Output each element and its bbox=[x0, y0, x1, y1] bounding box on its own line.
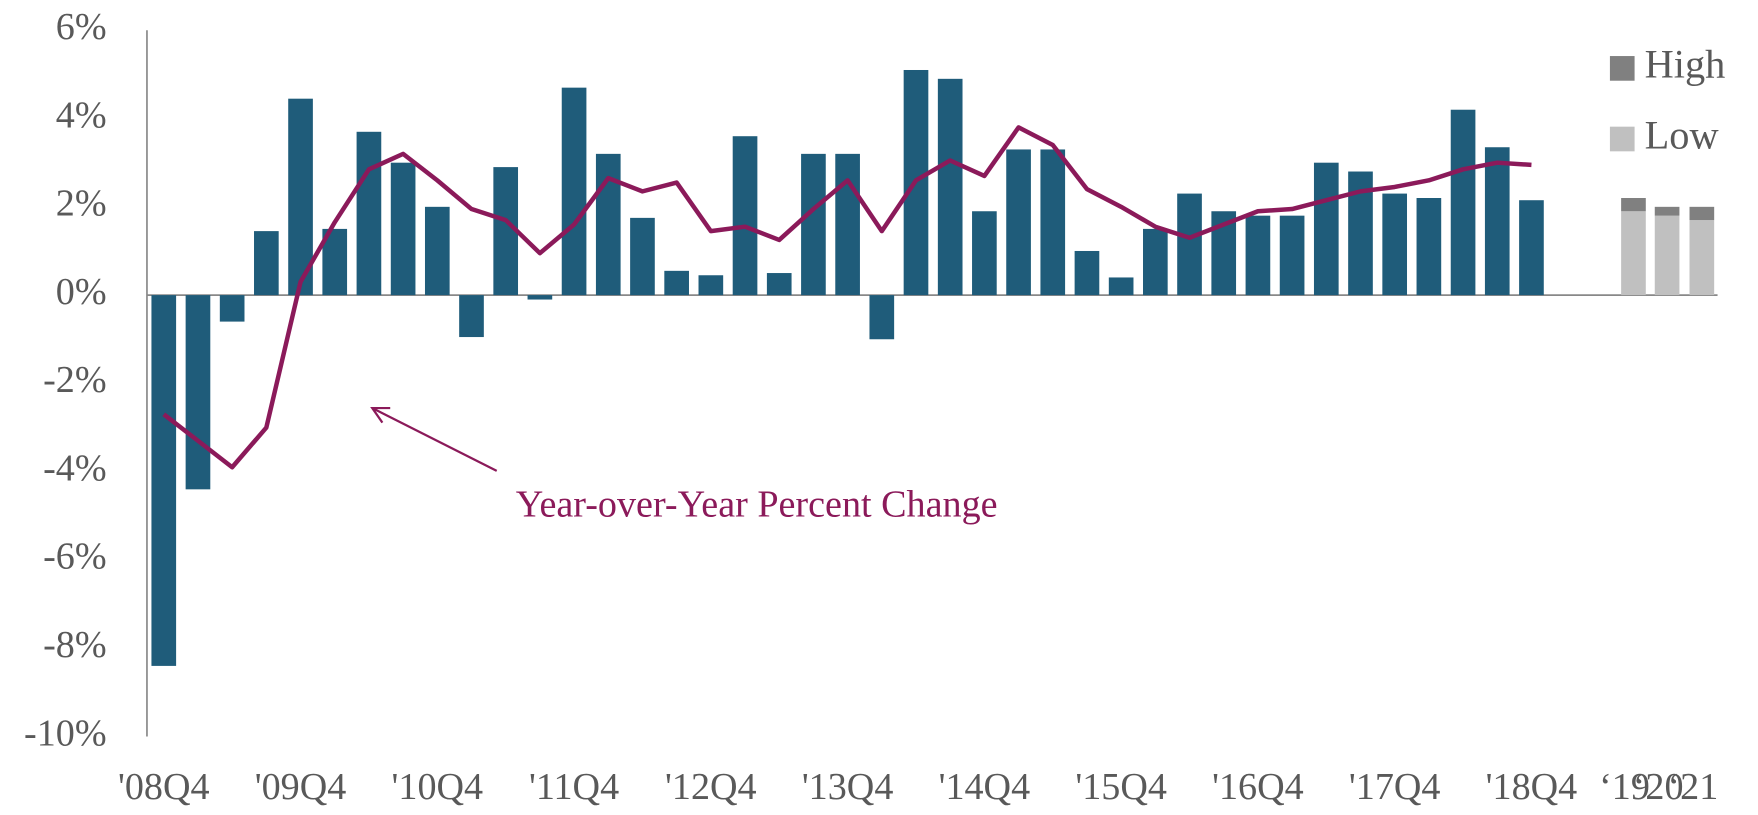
bar bbox=[937, 78, 963, 296]
bar bbox=[151, 295, 177, 666]
x-tick-label: '16Q4 bbox=[1212, 766, 1304, 808]
x-tick-label: '17Q4 bbox=[1349, 766, 1441, 808]
legend-label: Low bbox=[1645, 112, 1719, 157]
bar bbox=[288, 98, 313, 296]
bar bbox=[1006, 149, 1031, 296]
x-tick-label: '11Q4 bbox=[529, 766, 619, 808]
bar bbox=[1108, 277, 1134, 296]
bar bbox=[219, 295, 245, 322]
bar bbox=[595, 153, 621, 296]
x-tick-label: ‘20 bbox=[1633, 766, 1684, 808]
forecast-bar bbox=[1654, 206, 1680, 216]
bar bbox=[1040, 149, 1066, 296]
x-tick-label: '14Q4 bbox=[939, 766, 1031, 808]
bar bbox=[766, 273, 792, 296]
forecast-bar bbox=[1689, 220, 1715, 296]
y-tick-label: -8% bbox=[43, 624, 107, 666]
bar bbox=[254, 231, 279, 296]
legend-swatch bbox=[1609, 126, 1635, 152]
x-tick-label: '18Q4 bbox=[1486, 766, 1578, 808]
bar bbox=[1143, 228, 1168, 296]
bar bbox=[630, 217, 655, 296]
bar bbox=[1313, 162, 1339, 296]
legend-swatch bbox=[1609, 56, 1635, 81]
bar bbox=[698, 275, 724, 296]
annotation: Year-over-Year Percent Change bbox=[516, 484, 998, 526]
legend-label: High bbox=[1645, 42, 1726, 87]
y-tick-label: 0% bbox=[56, 271, 107, 313]
y-tick-label: -6% bbox=[43, 536, 107, 578]
x-tick-label: '12Q4 bbox=[665, 766, 757, 808]
bar bbox=[801, 153, 826, 296]
bar bbox=[356, 131, 382, 296]
y-tick-label: 4% bbox=[56, 94, 107, 136]
bar bbox=[1519, 200, 1544, 296]
x-tick-label: '15Q4 bbox=[1075, 766, 1167, 808]
y-tick-label: -10% bbox=[24, 712, 107, 754]
bar bbox=[1382, 193, 1408, 296]
y-tick-label: -4% bbox=[43, 447, 107, 489]
bar bbox=[1484, 147, 1510, 296]
forecast-bar bbox=[1689, 206, 1715, 221]
bar bbox=[459, 295, 484, 338]
x-tick-label: '09Q4 bbox=[255, 766, 347, 808]
bar bbox=[1177, 193, 1202, 296]
bar bbox=[732, 136, 758, 296]
bar bbox=[835, 153, 860, 296]
forecast-bar bbox=[1654, 215, 1680, 296]
x-tick-label: ‘19 bbox=[1599, 766, 1650, 808]
x-tick-label: ‘21 bbox=[1667, 766, 1718, 808]
bar bbox=[1074, 250, 1100, 296]
yoy-line bbox=[162, 125, 1532, 470]
y-tick-label: -2% bbox=[43, 359, 107, 401]
bar bbox=[390, 162, 416, 296]
bar bbox=[972, 211, 997, 296]
x-tick-label: '13Q4 bbox=[802, 766, 894, 808]
bar bbox=[664, 270, 689, 296]
forecast-bar bbox=[1621, 211, 1646, 296]
bar bbox=[869, 295, 895, 340]
annotation-arrow bbox=[371, 407, 498, 472]
bar bbox=[1279, 215, 1305, 296]
x-tick-label: '10Q4 bbox=[392, 766, 484, 808]
x-tick-label: '08Q4 bbox=[118, 766, 210, 808]
y-tick-label: 6% bbox=[56, 6, 107, 48]
arrow-head bbox=[370, 406, 391, 424]
bar bbox=[561, 87, 587, 296]
forecast-bar bbox=[1621, 198, 1646, 212]
bar bbox=[1245, 215, 1271, 296]
bar bbox=[424, 206, 450, 296]
y-tick-label: 2% bbox=[56, 183, 107, 225]
bar bbox=[1450, 109, 1476, 296]
bar bbox=[527, 295, 553, 300]
bar bbox=[185, 295, 211, 490]
bar bbox=[1416, 198, 1442, 296]
